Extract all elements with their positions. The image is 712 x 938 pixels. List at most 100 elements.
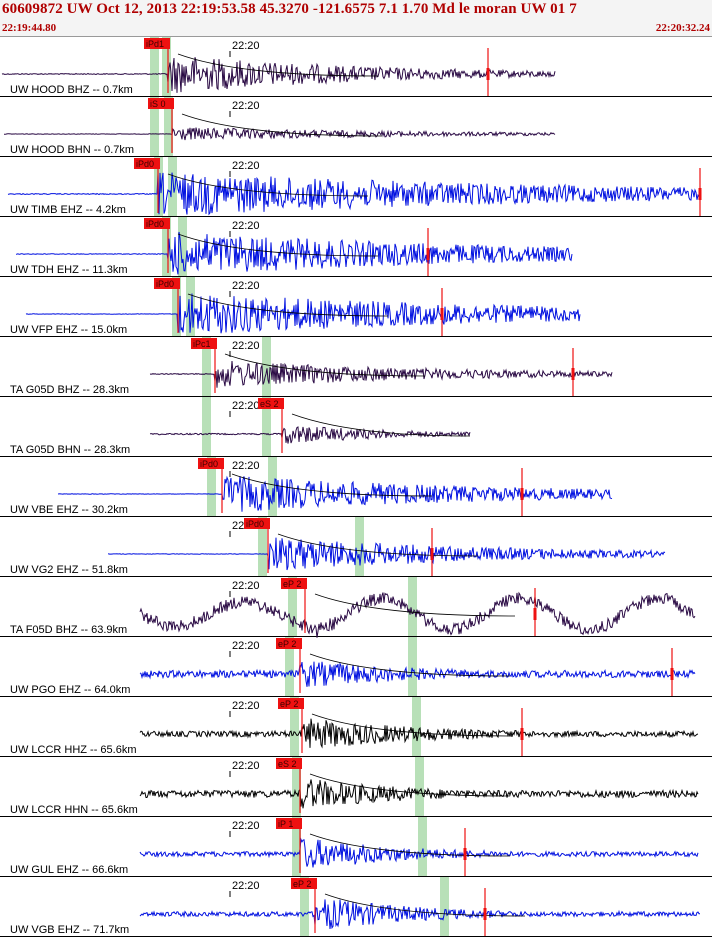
arrival-curve [314,593,516,617]
pick-label-box[interactable] [191,338,217,349]
station-label: UW HOOD BHZ -- 0.7km [10,84,133,96]
waveform [139,837,699,868]
arrival-curve [277,533,479,557]
time-tick-label: 22:20 [232,820,260,832]
pick-band [355,517,364,576]
pick-band [408,637,417,696]
pick-label: eS 2 [278,759,297,769]
pick-band [418,817,427,876]
pick-band [162,37,171,96]
pick-label-box[interactable] [281,578,307,589]
station-label: UW VG2 EHZ -- 51.8km [10,564,128,576]
time-tick-label: 22:20 [232,640,260,652]
waveform [108,537,666,571]
waveform [139,661,696,687]
time-tick-label: 22:20 [232,400,260,412]
time-tick-label: 22:20 [232,40,260,52]
trace-row: 22:20 iPd0 UW VBE EHZ -- 30.2km [0,457,712,517]
arrival-curve [187,293,389,317]
pick-label: iPd0 [246,519,264,529]
waveform [149,360,613,388]
arrival-curve [177,233,379,257]
pick-label-box[interactable] [144,38,170,49]
pick-label: iPd0 [136,159,154,169]
pick-label-box[interactable] [244,518,270,529]
time-tick-label: 22:20 [232,460,260,472]
pick-band [150,37,159,96]
pick-band [172,277,181,336]
pick-band [150,97,159,156]
arrival-curve [224,353,426,377]
station-label: TA F05D BHZ -- 63.9km [10,624,127,636]
pick-label: eP 2 [280,699,298,709]
pick-band [288,577,297,636]
trace-row: 22:20 eP 2 UW LCCR HHZ -- 65.6km [0,697,712,757]
pick-label: eS 2 [260,399,279,409]
time-tick-label: 22:20 [232,280,260,292]
arrival-curve [309,653,511,677]
station-label: UW VFP EHZ -- 15.0km [10,324,127,336]
station-label: UW VGB EHZ -- 71.7km [10,924,129,936]
amplitude-marker-block [463,848,467,860]
arrival-curve [291,413,471,437]
pick-label-box[interactable] [198,458,224,469]
trace-row: 22:20 iPc1 TA G05D BHZ -- 28.3km [0,337,712,397]
pick-label-box[interactable] [278,698,304,709]
pick-label-box[interactable] [134,158,160,169]
pick-label-box[interactable] [144,218,170,229]
waveform [139,779,699,809]
time-tick-label: 22:20 [232,340,260,352]
time-tick-label: 22:20 [232,100,260,112]
trace-row: 22:20 iPd1 UW HOOD BHZ -- 0.7km [0,37,712,97]
pick-band [268,457,277,516]
amplitude-marker-block [698,188,702,200]
start-time: 22:19:44.80 [2,22,57,34]
trace-row: 22:20 eP 2 UW PGO EHZ -- 64.0km [0,637,712,697]
amplitude-marker-block [486,68,490,80]
seismogram-panel: 22:20 iPd1 UW HOOD BHZ -- 0.7km 22:20 iS 0 UW… [0,37,712,937]
event-title: 60609872 UW Oct 12, 2013 22:19:53.58 45.… [2,1,577,17]
station-label: UW LCCR HHZ -- 65.6km [10,744,137,756]
pick-band [164,97,173,156]
arrival-curve [309,833,511,857]
pick-band [415,757,424,816]
waveform [57,475,613,512]
amplitude-marker-block [430,548,434,560]
waveform [1,57,556,93]
amplitude-marker-block [483,908,487,920]
pick-band [202,397,211,456]
pick-label-box[interactable] [154,278,180,289]
waveform [139,718,699,749]
pick-label: eP 2 [293,879,311,889]
amplitude-marker-block [533,608,537,620]
station-label: TA G05D BHZ -- 28.3km [10,384,129,396]
pick-label-box[interactable] [148,98,174,109]
pick-label: iP 1 [278,819,293,829]
pick-label-box[interactable] [276,638,302,649]
end-time: 22:20:32.24 [655,22,710,34]
waveform [25,293,581,334]
time-tick-label: 22:20 [232,880,260,892]
pick-band [186,277,195,336]
pick-band [262,337,271,396]
pick-label: iPd0 [156,279,174,289]
station-label: UW TDH EHZ -- 11.3km [10,264,128,276]
pick-band [178,217,187,276]
amplitude-marker-block [520,728,524,740]
amplitude-marker-block [426,248,430,260]
pick-label: iPd0 [200,459,218,469]
arrival-curve [177,53,379,77]
trace-row: 22:20 eP 2 UW VGB EHZ -- 71.7km [0,877,712,937]
station-label: TA G05D BHN -- 28.3km [10,444,130,456]
pick-label-box[interactable] [291,878,317,889]
pick-band [412,697,421,756]
station-label: UW PGO EHZ -- 64.0km [10,684,130,696]
pick-label: iPc1 [193,339,211,349]
pick-label-box[interactable] [276,758,302,769]
pick-band [202,337,211,396]
pick-label-box[interactable] [276,818,302,829]
pick-label-box[interactable] [258,398,284,409]
arrival-curve [311,713,513,737]
pick-band [408,577,417,636]
